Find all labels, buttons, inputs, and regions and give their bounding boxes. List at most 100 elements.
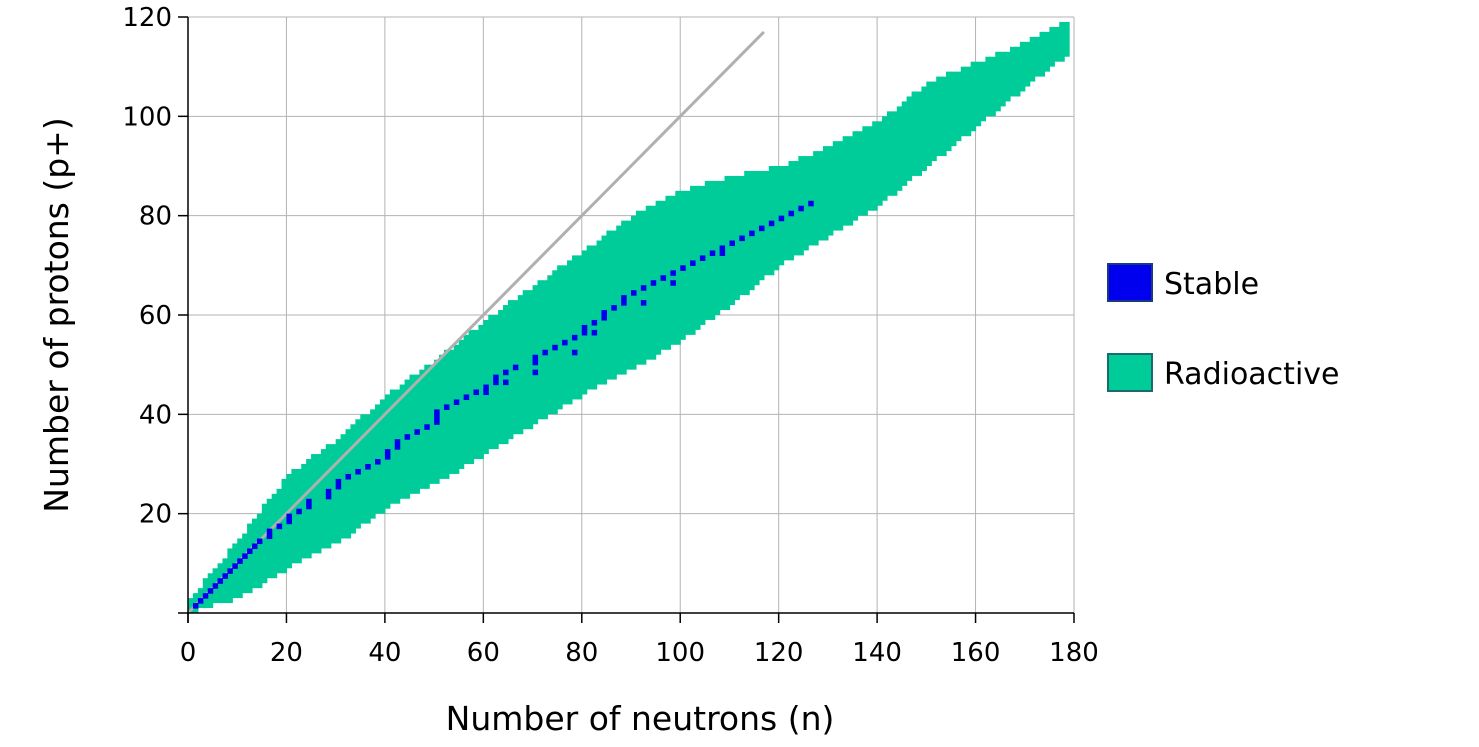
radioactive-column: [847, 136, 854, 226]
radioactive-column: [886, 111, 893, 196]
radioactive-column: [296, 468, 302, 564]
stable-point: [640, 285, 647, 291]
radioactive-column: [665, 195, 671, 350]
radioactive-column: [1039, 31, 1046, 77]
stable-point: [621, 300, 627, 306]
stable-point: [532, 359, 539, 366]
stable-point: [601, 310, 607, 316]
stable-point: [247, 548, 253, 554]
radioactive-column: [882, 116, 888, 201]
y-tick-label: 120: [122, 3, 172, 33]
radioactive-column: [803, 156, 809, 251]
stable-point: [256, 538, 263, 545]
radioactive-column: [891, 111, 898, 196]
radioactive-column: [256, 513, 263, 589]
stable-point: [375, 459, 381, 465]
radioactive-column: [291, 468, 297, 564]
legend-label-stable: Stable: [1164, 267, 1259, 302]
stable-point: [650, 280, 657, 286]
x-tick-label: 40: [368, 638, 401, 668]
radioactive-column: [419, 369, 425, 489]
stable-point: [719, 245, 726, 252]
radioactive-column: [714, 180, 721, 315]
x-tick-label: 80: [565, 638, 598, 668]
tick-labels: 0 20 40 60 80 100 120 140 160 180 20 40 60 80 100 120: [122, 3, 1098, 668]
radioactive-column: [990, 56, 996, 117]
stable-point: [631, 290, 637, 296]
y-tick-label: 100: [122, 102, 172, 132]
stable-point: [778, 215, 785, 222]
radioactive-column: [936, 76, 942, 157]
radioactive-column: [832, 141, 839, 231]
radioactive-column: [941, 76, 947, 157]
legend: Stable Radioactive: [1107, 263, 1340, 392]
stable-point: [699, 255, 706, 261]
radioactive-column: [783, 166, 790, 261]
reference-line-z-equals-n: [186, 30, 765, 615]
radioactive-column: [596, 240, 603, 385]
y-tick-label: 80: [139, 202, 172, 232]
radioactive-column: [389, 389, 396, 504]
radioactive-column: [1044, 31, 1050, 72]
radioactive-column: [335, 439, 342, 544]
stable-point: [562, 339, 568, 346]
radioactive-column: [468, 329, 475, 464]
stable-point: [503, 369, 509, 376]
radioactive-column: [340, 434, 347, 539]
stable-point: [227, 568, 233, 574]
radioactive-column: [827, 146, 834, 236]
x-tick-label: 120: [754, 638, 804, 668]
radioactive-column: [1000, 51, 1006, 107]
radioactive-column: [734, 175, 740, 301]
radioactive-column: [911, 91, 918, 176]
stable-point: [404, 434, 411, 440]
radioactive-column: [970, 61, 977, 132]
stable-point: [394, 439, 401, 445]
radioactive-column: [517, 295, 524, 435]
stable-point: [601, 315, 607, 321]
x-tick-label: 20: [270, 638, 303, 668]
stable-point: [197, 598, 204, 604]
radioactive-column: [202, 578, 209, 609]
stable-point: [808, 200, 814, 207]
radioactive-column: [360, 414, 366, 524]
stable-point: [512, 364, 519, 371]
radioactive-column: [562, 265, 568, 405]
stable-point: [276, 523, 283, 530]
radioactive-column: [896, 106, 903, 191]
stable-point: [384, 449, 391, 455]
stable-point: [532, 354, 539, 361]
radioactive-column: [222, 558, 228, 604]
radioactive-column: [704, 180, 711, 320]
radioactive-column: [852, 131, 859, 221]
radioactive-column: [448, 349, 455, 474]
radioactive-column: [281, 478, 288, 574]
radioactive-column: [571, 255, 578, 400]
legend-label-radioactive: Radioactive: [1164, 357, 1340, 392]
radioactive-column: [818, 151, 824, 241]
radioactive-column: [370, 409, 376, 519]
radioactive-column: [1049, 26, 1055, 67]
radioactive-column: [685, 190, 691, 335]
radioactive-column: [773, 166, 780, 271]
stable-point: [384, 454, 391, 460]
radioactive-column: [813, 151, 819, 246]
stable-points: [192, 200, 814, 609]
radioactive-column: [872, 121, 878, 211]
stable-point: [542, 349, 548, 356]
stable-point: [306, 498, 312, 505]
stable-point: [434, 409, 440, 415]
stable-point: [473, 389, 480, 396]
radioactive-column: [877, 121, 883, 206]
radioactive-column: [655, 200, 662, 355]
radioactive-column: [586, 245, 593, 390]
radioactive-column: [645, 205, 652, 360]
stable-point: [394, 444, 401, 450]
y-tick-label: 60: [139, 301, 172, 331]
radioactive-column: [379, 399, 386, 514]
stable-point: [192, 603, 199, 609]
radioactive-column: [862, 126, 868, 216]
radioactive-column: [537, 280, 543, 420]
radioactive-column: [611, 230, 617, 380]
